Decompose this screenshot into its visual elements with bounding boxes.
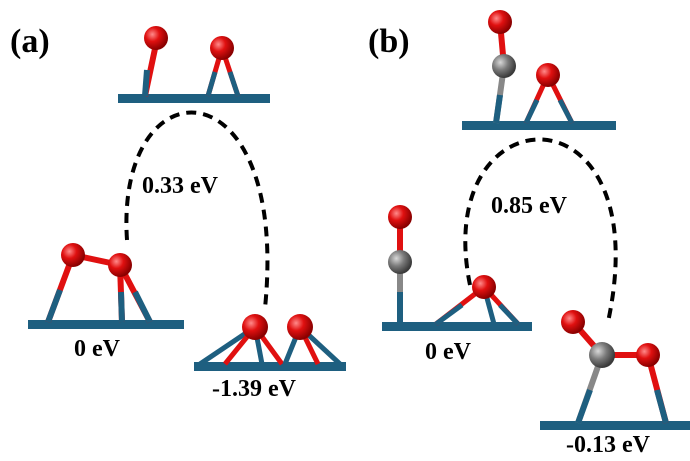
oxygen-atom [144, 26, 168, 50]
oxygen-atom [472, 275, 496, 299]
bond [227, 71, 241, 97]
surface-slab [462, 121, 616, 130]
surface-slab [28, 320, 184, 329]
panel-a-label: (a) [10, 23, 50, 60]
panel-a-final-energy: -1.39 eV [212, 376, 297, 402]
panel-b-initial-energy: 0 eV [425, 339, 472, 365]
bond [434, 302, 464, 327]
surface-slab [382, 322, 532, 331]
panel-a: (a) 0.33 eV 0 eV [10, 23, 346, 402]
bond [654, 389, 669, 424]
panel-b-initial-state [382, 205, 532, 331]
panel-b-label: (b) [368, 23, 410, 60]
carbon-atom [492, 54, 516, 78]
panel-b-final-energy: -0.13 eV [566, 432, 651, 458]
bond [205, 71, 218, 97]
oxygen-atom [287, 314, 313, 340]
surface-slab [118, 94, 270, 103]
oxygen-atom [61, 243, 85, 267]
oxygen-atom [636, 343, 660, 367]
oxygen-atom [388, 205, 412, 229]
bond [142, 69, 150, 97]
panel-a-reaction-path [124, 110, 270, 309]
oxygen-atom [561, 310, 585, 334]
bond [523, 98, 540, 125]
bond [118, 291, 125, 323]
surface-slab [540, 421, 690, 430]
panel-b-transition-state [462, 10, 616, 130]
oxygen-atom [488, 10, 512, 34]
panel-a-initial-state [28, 243, 184, 329]
bond [575, 388, 593, 425]
oxygen-atom [108, 253, 132, 277]
surface-slab [194, 362, 346, 371]
oxygen-atom [536, 63, 560, 87]
panel-a-initial-energy: 0 eV [74, 336, 121, 362]
panel-b-reaction-path [463, 137, 618, 323]
bond [132, 290, 153, 324]
panel-b-transition-energy: 0.85 eV [491, 193, 568, 219]
panel-a-transition-energy: 0.33 eV [142, 173, 219, 199]
panel-b: (b) 0.85 eV [368, 10, 690, 458]
oxygen-atom [210, 36, 234, 60]
bond [493, 94, 503, 124]
panel-a-transition-state [118, 26, 270, 103]
bond [45, 288, 63, 324]
panel-a-final-state [194, 314, 346, 371]
oxygen-atom [242, 314, 268, 340]
bond [498, 303, 520, 326]
carbon-atom [589, 342, 615, 368]
carbon-atom [388, 250, 412, 274]
panel-b-final-state [540, 310, 690, 430]
bond [557, 98, 575, 125]
